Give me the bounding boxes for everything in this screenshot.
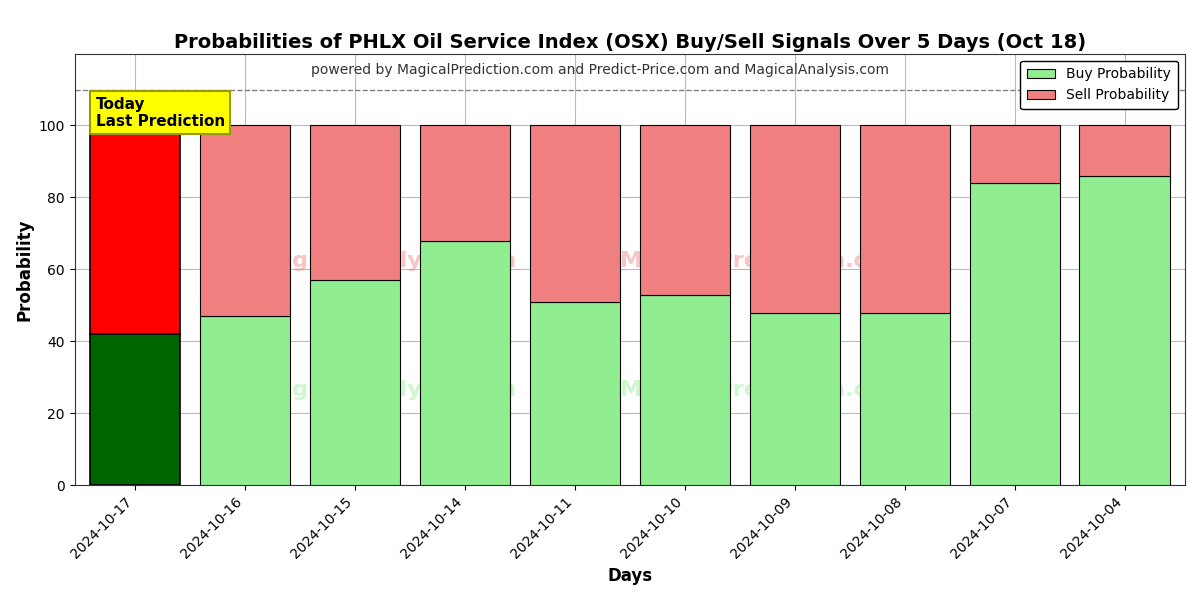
Bar — [90, 125, 180, 334]
Bar — [750, 313, 840, 485]
Bar — [970, 125, 1060, 183]
Bar — [529, 125, 620, 302]
Bar — [1080, 125, 1170, 176]
Bar — [420, 241, 510, 485]
Text: MagicalPrediction.com: MagicalPrediction.com — [620, 251, 906, 271]
Bar — [640, 125, 730, 295]
Bar — [1080, 176, 1170, 485]
Y-axis label: Probability: Probability — [16, 218, 34, 320]
Bar — [310, 280, 400, 485]
Title: Probabilities of PHLX Oil Service Index (OSX) Buy/Sell Signals Over 5 Days (Oct : Probabilities of PHLX Oil Service Index … — [174, 33, 1086, 52]
Text: MagicalAnalysis.com: MagicalAnalysis.com — [254, 380, 516, 400]
Bar — [200, 125, 290, 316]
Legend: Buy Probability, Sell Probability: Buy Probability, Sell Probability — [1020, 61, 1178, 109]
Text: MagicalPrediction.com: MagicalPrediction.com — [620, 380, 906, 400]
Text: MagicalAnalysis.com: MagicalAnalysis.com — [254, 251, 516, 271]
Bar — [750, 125, 840, 313]
Bar — [529, 302, 620, 485]
Bar — [859, 313, 949, 485]
Bar — [970, 183, 1060, 485]
Bar — [200, 316, 290, 485]
Text: Today
Last Prediction: Today Last Prediction — [96, 97, 224, 129]
Bar — [640, 295, 730, 485]
Bar — [859, 125, 949, 313]
Bar — [90, 334, 180, 485]
Bar — [310, 125, 400, 280]
Text: powered by MagicalPrediction.com and Predict-Price.com and MagicalAnalysis.com: powered by MagicalPrediction.com and Pre… — [311, 63, 889, 77]
X-axis label: Days: Days — [607, 567, 653, 585]
Bar — [420, 125, 510, 241]
